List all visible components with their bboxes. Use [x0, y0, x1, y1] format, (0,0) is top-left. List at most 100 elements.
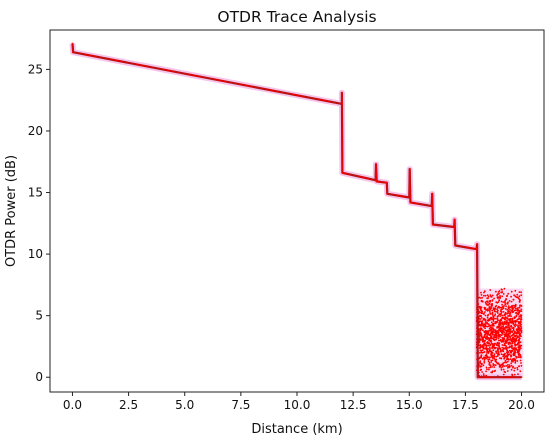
- noise-point: [487, 318, 490, 321]
- noise-point: [488, 361, 491, 364]
- trace-point: [476, 316, 479, 319]
- trace-point: [273, 89, 276, 92]
- noise-point: [501, 295, 504, 298]
- trace-point: [87, 54, 90, 57]
- trace-point: [152, 66, 155, 69]
- noise-point: [498, 328, 501, 331]
- trace-point: [481, 376, 484, 379]
- noise-point: [482, 364, 485, 367]
- noise-point: [517, 322, 520, 324]
- noise-point: [491, 309, 493, 312]
- noise-point: [520, 335, 522, 338]
- noise-point: [513, 342, 516, 344]
- trace-point: [415, 202, 418, 205]
- noise-point: [506, 355, 509, 358]
- trace-point: [341, 171, 344, 174]
- noise-point: [487, 304, 490, 306]
- trace-point: [80, 52, 83, 55]
- noise-point: [478, 296, 481, 299]
- trace-point: [156, 67, 159, 70]
- trace-point: [213, 78, 215, 81]
- noise-point: [507, 307, 510, 310]
- noise-point: [510, 334, 513, 337]
- y-tick-label: 25: [28, 62, 43, 76]
- trace-point: [341, 167, 344, 170]
- noise-point: [485, 366, 488, 369]
- trace-point: [388, 193, 391, 196]
- trace-point: [178, 71, 181, 74]
- trace-point: [288, 92, 291, 95]
- trace-point: [476, 243, 479, 246]
- trace-point: [267, 88, 270, 91]
- trace-point: [117, 59, 120, 62]
- noise-point: [519, 310, 521, 313]
- noise-point: [510, 368, 513, 371]
- trace-point: [312, 97, 315, 100]
- noise-point: [508, 346, 510, 349]
- trace-point: [476, 252, 479, 255]
- noise-point: [503, 353, 506, 355]
- noise-point: [491, 294, 494, 297]
- trace-point: [476, 351, 479, 354]
- noise-point: [499, 296, 501, 299]
- trace-point: [341, 127, 344, 130]
- trace-point: [89, 54, 92, 57]
- noise-point: [507, 305, 510, 307]
- noise-point: [481, 296, 484, 299]
- trace-point: [492, 376, 495, 379]
- trace-point: [476, 276, 479, 279]
- trace-point: [476, 245, 479, 248]
- trace-point: [338, 102, 341, 105]
- trace-point: [219, 79, 222, 82]
- noise-point: [520, 344, 523, 347]
- trace-point: [453, 220, 456, 223]
- trace-point: [409, 183, 411, 186]
- noise-point: [505, 361, 508, 364]
- trace-point: [265, 88, 267, 91]
- trace-point: [271, 89, 274, 92]
- trace-point: [71, 46, 74, 49]
- noise-point: [510, 351, 513, 354]
- noise-point: [518, 339, 520, 342]
- noise-point: [486, 338, 488, 341]
- trace-point: [476, 254, 479, 257]
- noise-point: [507, 365, 510, 368]
- trace-point: [454, 233, 456, 236]
- noise-point: [509, 308, 511, 311]
- trace-point: [476, 349, 479, 352]
- noise-point: [492, 318, 495, 321]
- trace-point: [323, 99, 326, 102]
- trace-point: [375, 167, 378, 170]
- trace-point: [124, 61, 127, 64]
- noise-point: [500, 318, 502, 321]
- noise-point: [498, 345, 501, 348]
- trace-point: [454, 235, 457, 238]
- trace-point: [390, 193, 393, 196]
- noise-point: [506, 347, 509, 349]
- trace-point: [431, 192, 434, 195]
- trace-point: [476, 336, 479, 339]
- noise-point: [503, 356, 506, 359]
- noise-point: [491, 312, 494, 315]
- y-tick-label: 0: [35, 370, 43, 384]
- trace-point: [119, 60, 122, 63]
- noise-point: [501, 331, 504, 333]
- noise-point: [493, 356, 496, 358]
- noise-point: [489, 312, 492, 315]
- noise-point: [496, 319, 499, 321]
- trace-point: [431, 210, 434, 213]
- x-tick-label: 15.0: [396, 398, 423, 412]
- noise-point: [492, 344, 495, 347]
- trace-point: [210, 77, 213, 80]
- noise-point: [483, 291, 485, 294]
- noise-point: [480, 355, 482, 358]
- trace-point: [234, 82, 237, 85]
- noise-point: [506, 370, 509, 372]
- noise-point: [504, 311, 507, 314]
- noise-point: [486, 368, 488, 371]
- trace-point: [451, 225, 453, 228]
- trace-point: [476, 369, 479, 372]
- trace-point: [385, 181, 388, 184]
- noise-point: [484, 342, 486, 345]
- trace-point: [483, 376, 486, 379]
